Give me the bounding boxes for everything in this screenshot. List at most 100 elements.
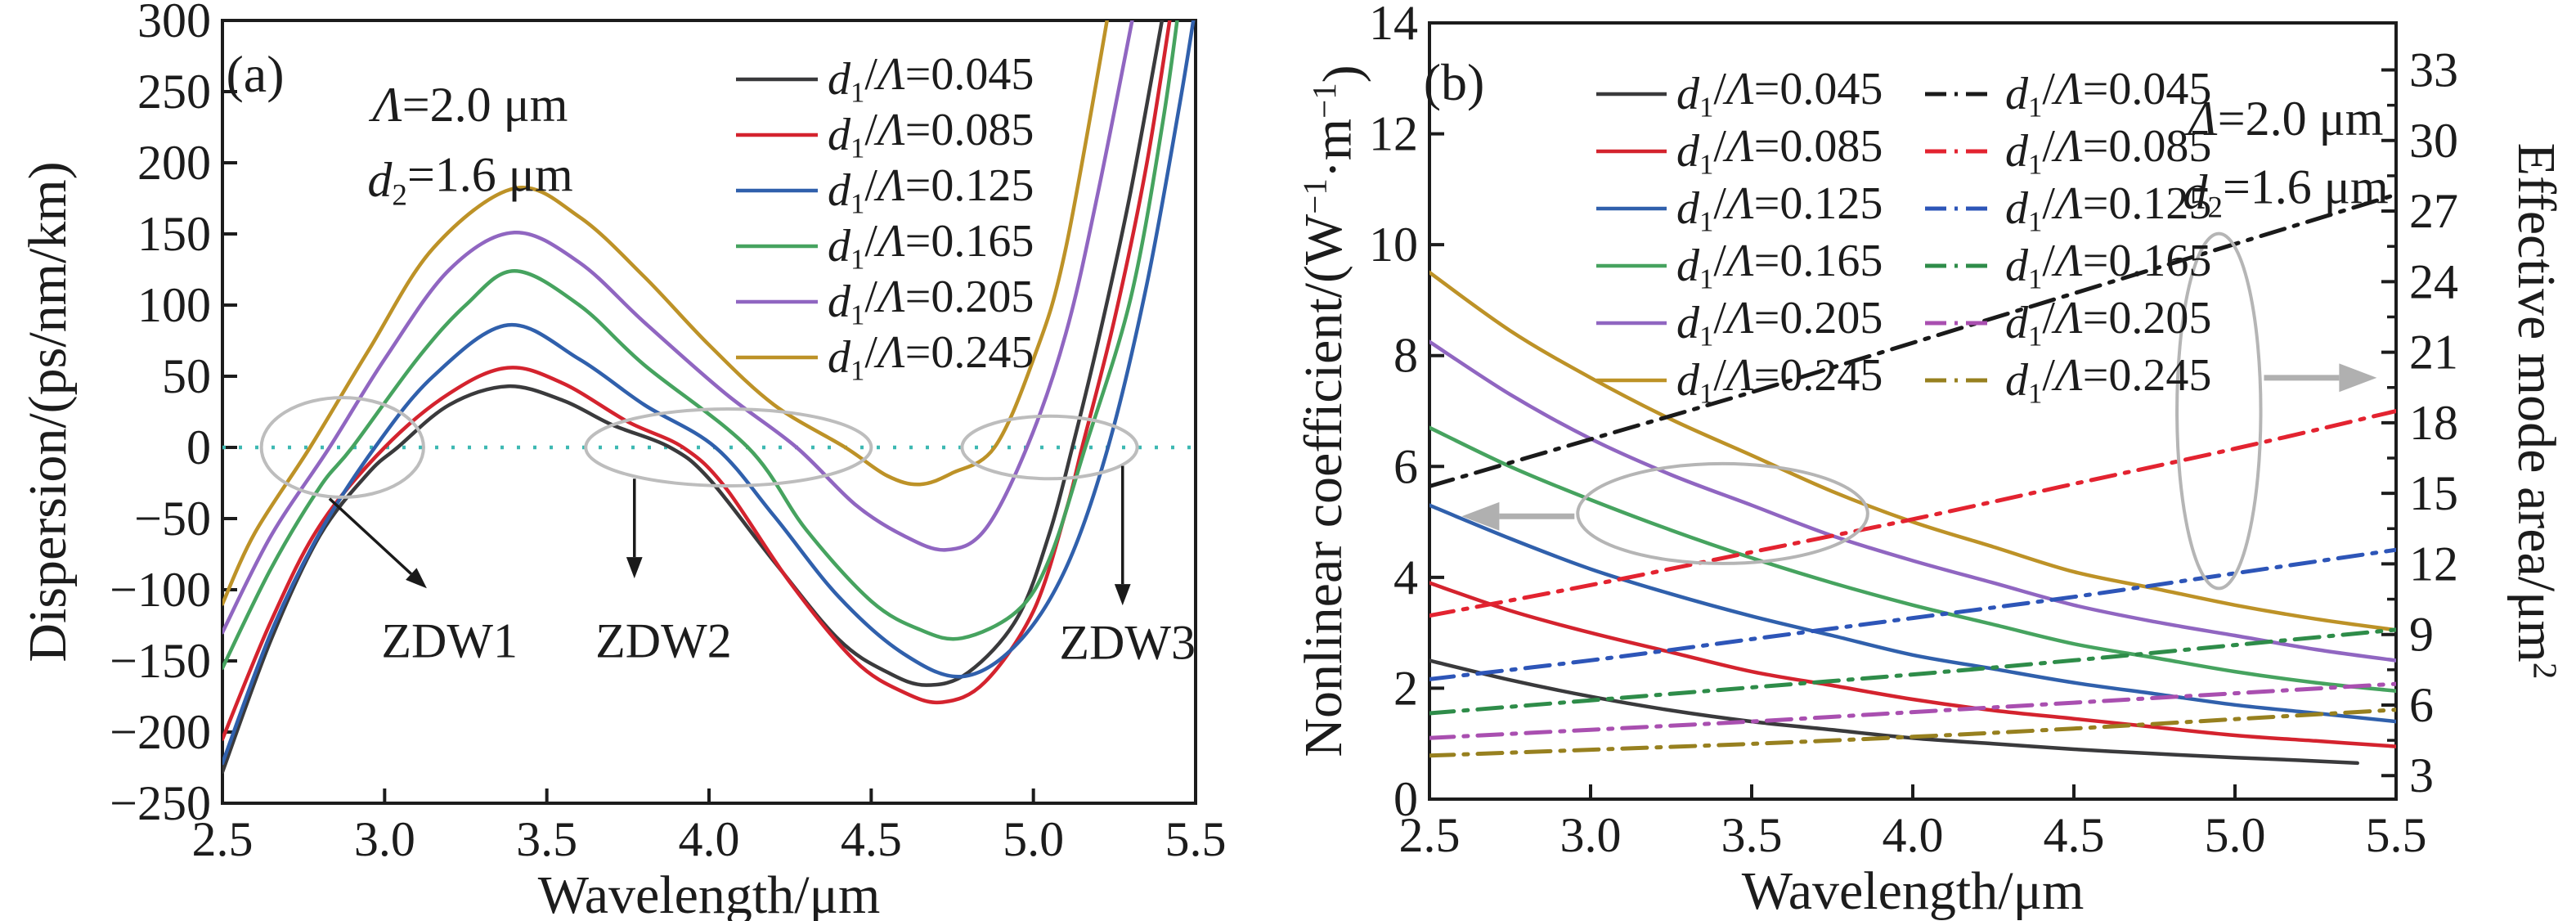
y-right-tick-label: 6 xyxy=(2409,678,2434,732)
y-tick-label: 300 xyxy=(137,0,211,47)
y-tick-label: 2 xyxy=(1393,661,1418,715)
y-axis-right-title: Effective mode area/μm2​ xyxy=(2506,143,2566,680)
y-axis-title: Dispersion/(ps/nm/km) xyxy=(18,161,78,662)
x-tick-label: 4.0 xyxy=(1883,808,1944,862)
x-tick-label: 4.5 xyxy=(841,812,902,866)
y-tick-label: 0 xyxy=(186,420,211,474)
legend-solid-label-0.085: d1​/Λ=0.085 xyxy=(1676,121,1883,181)
legend-dashdot-label-0.045: d1​/Λ=0.045 xyxy=(2005,64,2211,124)
annotation-arrow-1-head xyxy=(1461,501,1500,531)
x-axis-title: Wavelength/μm xyxy=(1742,861,2085,921)
y-tick-label: 12 xyxy=(1369,107,1418,161)
curve-solid-d1/Λ=0.085 xyxy=(222,20,1172,741)
param-d2: d2​=1.6 μm xyxy=(367,148,572,213)
curve-solid-d1/Λ=0.165 xyxy=(222,20,1179,670)
y-axis-title: Nonlinear coefficient/(W−1​·m−1​) xyxy=(1294,65,1372,757)
x-tick-label: 5.5 xyxy=(2366,808,2427,862)
curve-solid-d1/Λ=0.165 xyxy=(1429,425,2396,694)
legend-solid-label-0.125: d1​/Λ=0.125 xyxy=(1676,178,1883,238)
x-tick-label: 4.0 xyxy=(679,812,740,866)
param-d2: d2​=1.6 μm xyxy=(2183,160,2388,225)
annotation-ellipse-3 xyxy=(960,414,1139,481)
y-right-tick-label: 30 xyxy=(2409,114,2458,168)
legend-label-0.205: d1​/Λ=0.205 xyxy=(828,272,1034,331)
curve-solid-d1/Λ=0.085 xyxy=(1429,581,2396,748)
plot-area xyxy=(222,20,1196,774)
y-tick-label: 50 xyxy=(162,349,211,403)
curve-solid-d1/Λ=0.245 xyxy=(222,20,1109,606)
y-tick-label: −200 xyxy=(110,705,211,759)
legend-solid-label-0.045: d1​/Λ=0.045 xyxy=(1676,64,1883,124)
curve-dashdot-d1/Λ=0.165 xyxy=(1429,627,2396,716)
legend-dashdot-label-0.085: d1​/Λ=0.085 xyxy=(2005,121,2211,181)
y-right-tick-label: 24 xyxy=(2409,254,2458,308)
y-tick-label: 250 xyxy=(137,65,211,119)
x-tick-label: 2.5 xyxy=(192,812,254,866)
y-tick-label: −250 xyxy=(110,776,211,830)
curve-solid-d1/Λ=0.205 xyxy=(222,20,1134,635)
legend-label-0.125: d1​/Λ=0.125 xyxy=(828,160,1034,220)
y-tick-label: 0 xyxy=(1393,772,1418,826)
annotation-arrow-1-shaft xyxy=(328,497,412,575)
y-tick-label: −50 xyxy=(134,492,211,546)
annotation-ellipse-1 xyxy=(1576,461,1869,565)
plot-frame xyxy=(221,19,1197,805)
x-tick-label: 5.0 xyxy=(2205,808,2266,862)
legend-dashdot-label-0.125: d1​/Λ=0.125 xyxy=(2005,178,2211,238)
legend-dashdot-label-0.245: d1​/Λ=0.245 xyxy=(2005,350,2211,410)
annotation-arrow-1-head xyxy=(406,568,427,589)
legend-label-0.165: d1​/Λ=0.165 xyxy=(828,216,1034,276)
annotation-arrow-3-head xyxy=(1114,584,1131,606)
annotation-arrow-2-head xyxy=(2339,363,2377,393)
annotation-ellipse-2 xyxy=(2175,231,2263,591)
y-tick-label: −100 xyxy=(110,563,211,617)
curve-solid-d1/Λ=0.125 xyxy=(222,20,1196,766)
panel-label: (b) xyxy=(1424,53,1485,111)
x-axis-title: Wavelength/μm xyxy=(538,865,881,921)
curve-dashdot-d1/Λ=0.245 xyxy=(1429,708,2396,758)
y-tick-label: 150 xyxy=(137,207,211,261)
annotation-ellipse-2 xyxy=(584,407,873,487)
legend-label-0.045: d1​/Λ=0.045 xyxy=(828,49,1034,109)
legend-dashdot-label-0.165: d1​/Λ=0.165 xyxy=(2005,236,2211,295)
curve-dashdot-d1/Λ=0.125 xyxy=(1429,547,2396,681)
curve-solid-d1/Λ=0.045 xyxy=(1429,658,2359,766)
curve-dashdot-d1/Λ=0.085 xyxy=(1429,409,2396,618)
annotation-ellipse-1 xyxy=(259,396,425,499)
legend-solid-label-0.205: d1​/Λ=0.205 xyxy=(1676,293,1883,353)
legend-label-0.245: d1​/Λ=0.245 xyxy=(828,327,1034,387)
legend-solid-label-0.245: d1​/Λ=0.245 xyxy=(1676,350,1883,410)
label-zdw3: ZDW3 xyxy=(1059,615,1196,669)
x-tick-label: 4.5 xyxy=(2044,808,2105,862)
legend-dashdot-label-0.205: d1​/Λ=0.205 xyxy=(2005,293,2211,353)
curve-dashdot-d1/Λ=0.045 xyxy=(1429,192,2396,489)
label-zdw2: ZDW2 xyxy=(595,614,732,668)
legend-solid-label-0.165: d1​/Λ=0.165 xyxy=(1676,236,1883,295)
y-tick-label: 8 xyxy=(1393,329,1418,383)
y-right-tick-label: 21 xyxy=(2409,326,2458,380)
curve-dashdot-d1/Λ=0.205 xyxy=(1429,681,2396,740)
annotation-arrow-2-head xyxy=(626,557,643,579)
y-right-tick-label: 18 xyxy=(2409,396,2458,450)
y-tick-label: 200 xyxy=(137,136,211,190)
y-tick-label: 14 xyxy=(1369,0,1418,50)
y-tick-label: −150 xyxy=(110,634,211,688)
param-lambda: Λ=2.0 μm xyxy=(369,78,568,132)
curve-solid-d1/Λ=0.205 xyxy=(1429,339,2396,663)
y-tick-label: 100 xyxy=(137,278,211,332)
plot-area xyxy=(1429,192,2396,766)
y-right-tick-label: 9 xyxy=(2409,608,2434,662)
chart-a-dispersion: 2.5 3.0 3.5 4.0 4.5 5.0 5.5 −250 −200 −150 −100 −50… xyxy=(18,0,1227,921)
y-right-tick-label: 15 xyxy=(2409,466,2458,520)
label-zdw1: ZDW1 xyxy=(381,614,518,668)
y-right-tick-label: 27 xyxy=(2409,184,2458,238)
x-tick-label: 5.5 xyxy=(1165,812,1227,866)
y-right-tick-label: 33 xyxy=(2409,43,2458,97)
chart-b-nonlinear-coefficient: 2.5 3.0 3.5 4.0 4.5 5.0 5.50246810121436912151… xyxy=(1294,0,2566,921)
y-tick-label: 10 xyxy=(1369,218,1418,272)
x-tick-label: 3.5 xyxy=(516,812,577,866)
y-tick-label: 6 xyxy=(1393,439,1418,493)
x-tick-label: 2.5 xyxy=(1399,808,1461,862)
x-tick-label: 5.0 xyxy=(1003,812,1064,866)
